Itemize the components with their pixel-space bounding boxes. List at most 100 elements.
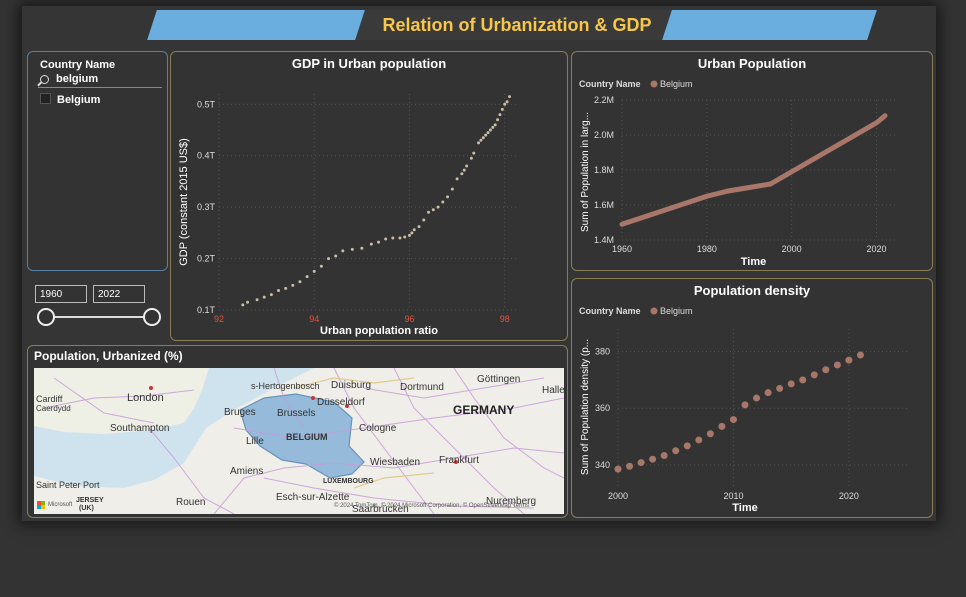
- gdp-data-point: [407, 233, 411, 237]
- map-label-saint-peter-port: Saint Peter Port: [36, 480, 100, 490]
- gdp-data-point: [403, 235, 407, 239]
- map-title: Population, Urbanized (%): [34, 349, 183, 363]
- map-background: [34, 368, 564, 514]
- year-end-input[interactable]: 2022: [93, 285, 145, 303]
- gdp-data-point: [505, 100, 509, 104]
- gdp-data-point: [334, 254, 338, 258]
- map-belgium-highlight[interactable]: [239, 393, 365, 479]
- map-label-belgium: BELGIUM: [286, 432, 328, 442]
- gdp-chart-title: GDP in Urban population: [291, 56, 447, 71]
- gdp-data-point: [441, 200, 445, 204]
- gdp-y-tick-label: 0.2T: [197, 254, 216, 264]
- slicer-item-label: Belgium: [57, 94, 101, 106]
- gdp-data-point: [312, 269, 316, 273]
- density-y-tick-label: 380: [595, 347, 610, 357]
- search-input[interactable]: belgium: [56, 73, 99, 85]
- density-data-point: [706, 430, 714, 438]
- density-data-point: [695, 436, 703, 444]
- gdp-data-point: [262, 295, 266, 299]
- density-data-point: [649, 455, 657, 463]
- urban-chart-title: Urban Population: [697, 56, 807, 71]
- map-uk-land: [34, 368, 209, 434]
- map-label-bruges: Bruges: [224, 407, 256, 418]
- density-data-point: [660, 452, 668, 460]
- urban-x-tick-label: 1980: [697, 244, 717, 254]
- search-icon: [40, 75, 49, 84]
- density-data-point: [718, 422, 726, 430]
- year-slider-end-handle[interactable]: [143, 308, 161, 326]
- map-view[interactable]: London Cardiff Caerdydd Southampton Sain…: [34, 368, 564, 514]
- year-start-input[interactable]: 1960: [35, 285, 87, 303]
- gdp-data-point: [391, 236, 395, 240]
- gdp-data-point: [417, 225, 421, 229]
- gdp-data-point: [241, 303, 245, 307]
- urban-series-line: [619, 113, 888, 227]
- density-x-tick-label: 2010: [723, 491, 743, 501]
- year-slider-track[interactable]: [46, 316, 152, 318]
- density-data-point: [753, 394, 761, 402]
- gdp-x-tick-label: 94: [309, 314, 319, 324]
- density-data-point: [799, 376, 807, 384]
- density-data-point: [833, 361, 841, 369]
- gdp-data-point: [479, 138, 483, 142]
- gdp-data-point: [507, 95, 511, 99]
- gdp-data-point: [255, 298, 259, 302]
- slicer-search[interactable]: belgium: [38, 73, 162, 88]
- density-x-tick-label: 2020: [839, 491, 859, 501]
- density-data-point: [787, 380, 795, 388]
- density-legend-title: Country Name: [579, 306, 641, 316]
- gdp-data-point: [341, 249, 345, 253]
- map-label-jersey: JERSEY: [76, 497, 104, 504]
- report-title: Relation of Urbanization & GDP: [382, 15, 652, 35]
- density-legend-label: Belgium: [660, 306, 693, 316]
- map-city-dot-london: [149, 386, 153, 390]
- map-label-amiens: Amiens: [230, 466, 264, 477]
- year-slider-start-handle[interactable]: [37, 308, 55, 326]
- map-label-wiesbaden: Wiesbaden: [370, 457, 421, 468]
- urban-y-tick-label: 2.0M: [594, 130, 614, 140]
- map-copyright[interactable]: © 2024 TomTom, © 2024 Microsoft Corporat…: [334, 503, 530, 509]
- density-data-point: [764, 389, 772, 397]
- gdp-y-tick-label: 0.3T: [197, 202, 216, 212]
- urban-legend-label: Belgium: [660, 79, 693, 89]
- density-data-point: [729, 416, 737, 424]
- gdp-data-point: [477, 141, 481, 145]
- gdp-data-point: [384, 237, 388, 241]
- checkbox-icon[interactable]: [40, 93, 51, 104]
- gdp-data-point: [369, 242, 373, 246]
- map-city-dot-frankfurt: [454, 460, 458, 464]
- gdp-data-point: [503, 102, 507, 106]
- gdp-data-point: [410, 231, 414, 235]
- gdp-x-tick-label: 96: [404, 314, 414, 324]
- slicer-item-belgium[interactable]: Belgium: [40, 93, 100, 106]
- density-chart-title: Population density: [693, 283, 811, 298]
- urban-line-chart: Country Name Belgium 1.4M 1.6M 1.8M 2.0M 2.2M 1…: [579, 79, 895, 268]
- gdp-y-tick-label: 0.4T: [197, 151, 216, 161]
- gdp-data-point: [305, 275, 309, 279]
- gdp-chart-card: GDP in Urban population 0.1T 0.2T 0.3T 0.4T…: [170, 51, 568, 341]
- gdp-data-point: [493, 123, 497, 127]
- gdp-data-point: [465, 164, 469, 168]
- gdp-x-tick-label: 98: [500, 314, 510, 324]
- density-y-tick-label: 340: [595, 460, 610, 470]
- gdp-data-point: [462, 168, 466, 172]
- map-label-frankfurt: Frankfurt: [439, 455, 480, 466]
- gdp-data-point: [246, 300, 250, 304]
- gdp-data-point: [436, 205, 440, 209]
- density-y-axis-label: Sum of Population density (p...: [580, 339, 591, 475]
- map-city-dot-dusseldorf: [345, 404, 349, 408]
- gdp-data-point: [422, 218, 426, 222]
- gdp-data-point: [460, 172, 464, 176]
- density-data-point: [672, 447, 680, 455]
- urban-x-tick-label: 1960: [612, 244, 632, 254]
- urban-y-tick-label: 1.8M: [594, 165, 614, 175]
- gdp-data-point: [486, 131, 490, 135]
- density-data-point: [856, 351, 864, 359]
- urban-y-tick-label: 1.4M: [594, 235, 614, 245]
- map-label-halle: Halle: [542, 385, 564, 396]
- map-label-rouen: Rouen: [176, 497, 206, 508]
- gdp-y-tick-label: 0.5T: [197, 99, 216, 109]
- gdp-data-point: [427, 210, 431, 214]
- map-label-duisburg: Duisburg: [331, 380, 372, 391]
- gdp-data-point: [377, 240, 381, 244]
